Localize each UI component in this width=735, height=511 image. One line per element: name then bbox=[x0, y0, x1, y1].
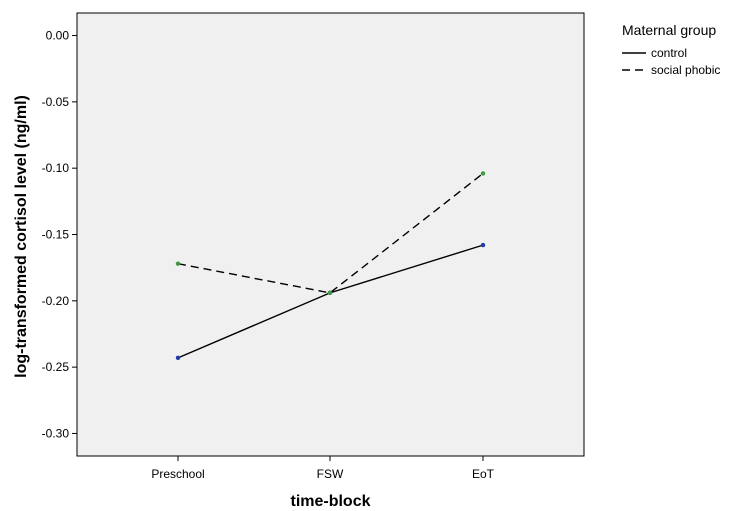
y-tick-label: -0.30 bbox=[42, 426, 70, 440]
legend-title: Maternal group bbox=[622, 22, 716, 38]
x-tick-label: EoT bbox=[472, 467, 495, 481]
y-tick-label: -0.20 bbox=[42, 294, 70, 308]
x-tick-label: Preschool bbox=[151, 467, 204, 481]
plot-area bbox=[76, 12, 585, 457]
data-point bbox=[175, 261, 181, 266]
y-tick-label: -0.25 bbox=[42, 360, 70, 374]
x-axis-title: time-block bbox=[290, 493, 370, 510]
legend-label: social phobic bbox=[651, 63, 720, 77]
data-point bbox=[175, 355, 181, 361]
y-axis: 0.00 -0.05 -0.10 -0.15 -0.20 -0.25 -0.30 bbox=[42, 29, 77, 440]
x-axis: Preschool FSW EoT bbox=[151, 456, 495, 481]
series-social-phobic bbox=[175, 171, 486, 296]
series-layer bbox=[175, 171, 486, 361]
x-tick-label: FSW bbox=[317, 467, 344, 481]
y-tick-label: 0.00 bbox=[46, 29, 70, 43]
y-tick-label: -0.15 bbox=[42, 228, 70, 242]
y-tick-label: -0.10 bbox=[42, 161, 70, 175]
legend-label: control bbox=[651, 46, 687, 60]
data-point bbox=[480, 242, 486, 248]
legend-items: control social phobic bbox=[622, 46, 720, 77]
legend: Maternal group control social phobic bbox=[622, 22, 720, 77]
y-tick-label: -0.05 bbox=[42, 95, 70, 109]
y-axis-title: log-transformed cortisol level (ng/ml) bbox=[13, 95, 30, 378]
data-point bbox=[327, 290, 333, 296]
data-point bbox=[480, 171, 486, 176]
